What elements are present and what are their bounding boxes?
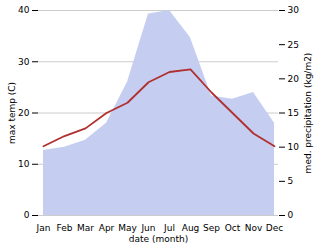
- svg-text:0: 0: [24, 210, 30, 220]
- svg-text:15: 15: [288, 108, 299, 118]
- svg-text:10: 10: [18, 159, 30, 169]
- svg-text:Nov: Nov: [245, 223, 263, 233]
- svg-text:30: 30: [288, 5, 300, 15]
- svg-text:40: 40: [18, 5, 30, 15]
- svg-text:10: 10: [288, 142, 300, 152]
- svg-text:date (month): date (month): [129, 234, 188, 244]
- svg-text:Sep: Sep: [203, 223, 220, 233]
- svg-text:Dec: Dec: [266, 223, 283, 233]
- svg-text:25: 25: [288, 40, 299, 50]
- svg-text:Jul: Jul: [163, 223, 175, 233]
- svg-text:Aug: Aug: [182, 223, 200, 233]
- svg-text:med. precipitation (kg/m2): med. precipitation (kg/m2): [303, 53, 313, 174]
- svg-text:20: 20: [288, 74, 300, 84]
- svg-text:Mar: Mar: [77, 223, 94, 233]
- svg-text:Jan: Jan: [36, 223, 51, 233]
- svg-text:0: 0: [288, 210, 294, 220]
- svg-text:Jun: Jun: [140, 223, 155, 233]
- svg-text:Feb: Feb: [57, 223, 73, 233]
- svg-text:30: 30: [18, 57, 30, 67]
- svg-text:20: 20: [18, 108, 30, 118]
- svg-text:Apr: Apr: [99, 223, 115, 233]
- svg-text:May: May: [118, 223, 137, 233]
- svg-text:5: 5: [288, 176, 294, 186]
- svg-text:Oct: Oct: [225, 223, 241, 233]
- svg-text:max temp (C): max temp (C): [7, 82, 17, 144]
